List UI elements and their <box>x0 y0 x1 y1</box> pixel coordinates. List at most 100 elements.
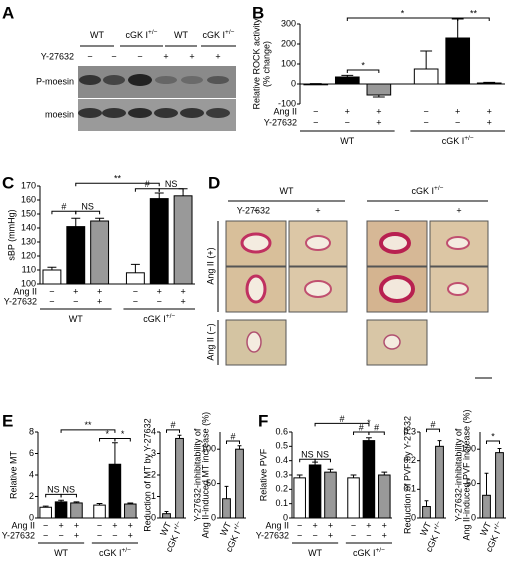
treatment-sign: − <box>312 530 317 540</box>
treatment-sign: − <box>351 530 356 540</box>
significance: # <box>230 431 235 441</box>
bar <box>66 226 86 285</box>
bracket <box>314 458 331 463</box>
y-tick-label: 0 <box>211 512 216 522</box>
treatment-sign: + <box>487 117 492 127</box>
group-label: WT <box>54 548 68 558</box>
treatment-sign: − <box>424 117 429 127</box>
blot-group: WT <box>174 30 188 40</box>
y-axis-label: Relative PVF <box>258 448 268 501</box>
error-bar <box>71 217 81 227</box>
treatment-sign: + <box>366 520 371 530</box>
x-tick-label-sup: +/− <box>232 520 242 532</box>
panel-letter: E <box>2 411 13 430</box>
error-bar <box>424 500 429 507</box>
significance: * <box>361 60 365 70</box>
row-label: Ang II (+) <box>205 247 215 284</box>
bar <box>482 494 491 519</box>
blot-group-base: WT <box>90 30 104 40</box>
treatment-sign: + <box>97 286 102 296</box>
bracket <box>226 440 240 444</box>
row-label: Ang II (−) <box>205 323 215 360</box>
y-tick-label: 150 <box>21 208 36 218</box>
blot-group: WT <box>90 30 104 40</box>
bar <box>54 501 68 519</box>
blot-group-base: WT <box>174 30 188 40</box>
bar <box>347 477 360 519</box>
group-label-base: cGK I <box>143 314 166 324</box>
error-bar <box>437 440 442 447</box>
bar <box>162 513 171 519</box>
y-axis-label: sBP (mmHg) <box>6 209 16 260</box>
y-axis-label: Reduction of PVF by Y-27632 <box>402 416 412 534</box>
genotype-label: cGK I+/− <box>412 185 444 196</box>
treatment-sign: − <box>424 106 429 116</box>
error-bar <box>366 437 372 441</box>
bar <box>366 83 392 96</box>
genotype-label-base: cGK I <box>412 186 435 196</box>
y-tick-label: 100 <box>201 444 216 454</box>
bar <box>175 437 184 519</box>
bar <box>125 272 145 285</box>
bracket <box>486 440 500 444</box>
error-bar <box>154 192 164 199</box>
y-tick-label: 0.1 <box>275 498 288 508</box>
bracket <box>158 188 184 192</box>
y-tick-label: 100 <box>21 278 36 288</box>
treatment-sign: + <box>58 520 63 530</box>
y-tick-label: 3 <box>151 448 156 458</box>
error-bar <box>484 472 489 496</box>
y-tick-label: 8 <box>29 426 34 436</box>
treatment-sign: + <box>456 205 461 215</box>
band-label: moesin <box>45 109 74 119</box>
significance: ** <box>470 8 478 18</box>
treatment-sign: + <box>112 520 117 530</box>
x-tick-label-sup: +/− <box>492 520 502 532</box>
error-bar <box>237 445 242 450</box>
y-tick-label: 0.6 <box>275 426 288 436</box>
treatment-sign: − <box>43 530 48 540</box>
treatment-sign: + <box>163 51 168 61</box>
error-bar <box>483 81 496 83</box>
bar <box>222 498 231 519</box>
treatment-sign: + <box>74 520 79 530</box>
bracket <box>166 429 180 433</box>
y-tick-label: 4 <box>29 469 34 479</box>
group-label-base: cGK I <box>353 548 376 558</box>
treatment-sign: − <box>49 286 54 296</box>
treatment-sign: − <box>455 117 460 127</box>
bracket <box>314 422 370 427</box>
error-bar <box>96 502 103 506</box>
y-tick-label: 0 <box>411 512 416 522</box>
y-tick-label: 0.2 <box>275 484 288 494</box>
treatment-sign: + <box>382 520 387 530</box>
bar <box>39 506 52 519</box>
treatment-sign: − <box>133 296 138 306</box>
group-label-base: WT <box>69 314 83 324</box>
significance: # <box>145 179 150 189</box>
error-bar <box>327 468 334 473</box>
treatment-sign: + <box>73 286 78 296</box>
significance: * <box>367 418 371 428</box>
y-axis-label: Ang II-induced PVF increase (%) <box>461 409 471 540</box>
group-label: cGK I+/− <box>99 547 131 558</box>
y-tick-label: 0 <box>291 78 296 88</box>
treatment-sign: + <box>487 106 492 116</box>
error-bar <box>58 499 64 502</box>
bracket <box>426 428 440 433</box>
bar <box>334 76 360 85</box>
y-tick-label: 0 <box>283 512 288 522</box>
significance: NS <box>301 450 314 460</box>
y-tick-label: 0.1 <box>403 484 416 494</box>
bracket <box>60 429 116 433</box>
x-tick-label-sup: +/− <box>172 520 182 532</box>
treatment-sign: + <box>97 296 102 306</box>
error-bar <box>497 448 502 453</box>
error-bar <box>47 266 57 270</box>
error-bar <box>341 74 354 77</box>
bar <box>308 464 322 519</box>
significance: ** <box>84 420 92 430</box>
row-label: Y-27632 <box>264 117 297 127</box>
treatment-sign: + <box>455 106 460 116</box>
